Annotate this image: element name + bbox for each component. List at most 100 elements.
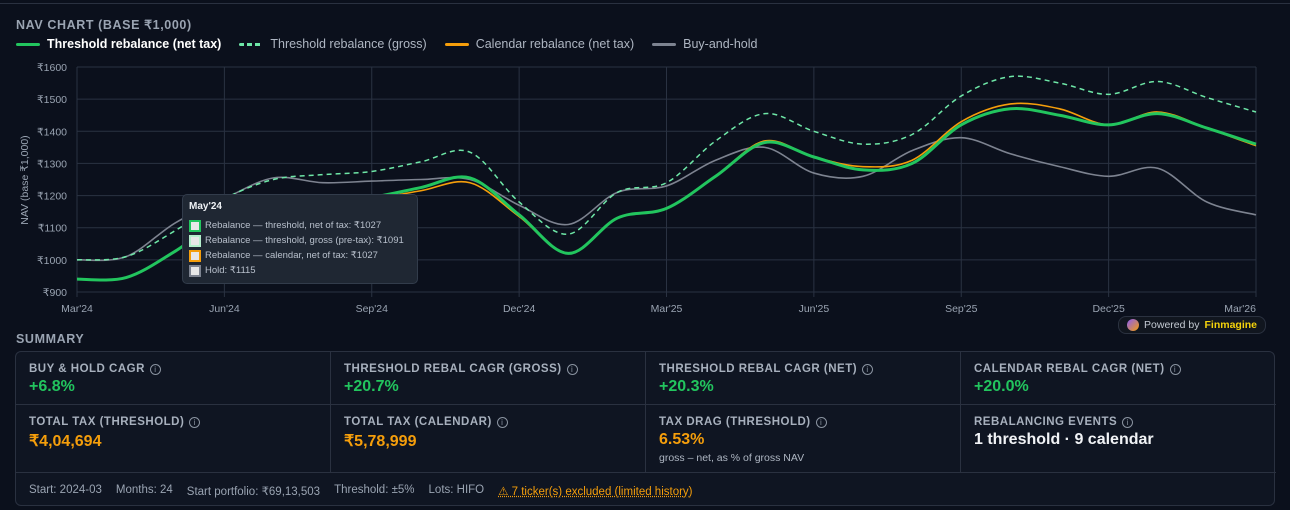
legend-threshold-gross[interactable]: Threshold rebalance (gross) — [239, 37, 427, 51]
stat-total-tax-threshold: TOTAL TAX (THRESHOLD) i ₹4,04,694 — [16, 405, 331, 473]
excluded-tickers-link[interactable]: ⚠ 7 ticker(s) excluded (limited history) — [498, 486, 693, 498]
tooltip-row: Rebalance — threshold, net of tax: ₹1027 — [189, 218, 411, 233]
stat-label: TAX DRAG (THRESHOLD) i — [659, 416, 947, 428]
stat-value: +20.3% — [659, 378, 714, 395]
legend-calendar-net[interactable]: Calendar rebalance (net tax) — [444, 37, 635, 51]
stat-value: +6.8% — [29, 378, 75, 395]
series-threshold-gross-line — [76, 75, 1257, 261]
stat-label-text: TOTAL TAX (THRESHOLD) — [29, 416, 185, 428]
legend-swatch — [444, 42, 469, 46]
x-tick-label: Mar'24 — [61, 303, 93, 315]
stat-label-text: THRESHOLD REBAL CAGR (GROSS) — [344, 363, 562, 375]
info-icon[interactable]: i — [189, 416, 201, 428]
x-tick-label: Sep'25 — [945, 303, 978, 315]
threshold: Threshold: ±5% — [334, 484, 415, 496]
swatch-icon — [189, 234, 201, 247]
stat-value: 6.53% — [659, 431, 705, 448]
finmagine-logo-icon — [1127, 319, 1140, 331]
stat-label: CALENDAR REBAL CAGR (NET) i — [974, 363, 1263, 375]
legend-label: Threshold rebalance (net tax) — [47, 37, 222, 51]
legend-swatch — [16, 42, 40, 46]
stat-tax-drag-threshold: TAX DRAG (THRESHOLD) i 6.53% gross – net, a… — [646, 405, 961, 473]
y-tick-label: ₹1200 — [37, 191, 67, 203]
stat-calendar-net-cagr: CALENDAR REBAL CAGR (NET) i +20.0% — [961, 352, 1276, 405]
stat-value: ₹4,04,694 — [29, 433, 102, 450]
stat-label: TOTAL TAX (THRESHOLD) i — [29, 416, 317, 428]
legend-swatch — [652, 42, 677, 46]
tooltip-title: May'24 — [189, 201, 222, 212]
y-tick-label: ₹1000 — [37, 255, 67, 267]
stat-rebalancing-events: REBALANCING EVENTS i 1 threshold · 9 calen… — [961, 405, 1276, 473]
x-tick-label: Mar'25 — [651, 303, 683, 315]
stat-value: +20.7% — [344, 378, 399, 395]
info-icon[interactable]: i — [566, 363, 578, 375]
y-axis-label: NAV (base ₹1,000) — [19, 135, 31, 224]
stat-subtext: gross – net, as % of gross NAV — [659, 452, 805, 464]
x-tick-label: Dec'24 — [503, 303, 536, 315]
powered-text: Powered by — [1144, 319, 1200, 331]
swatch-icon — [189, 249, 201, 262]
stat-threshold-gross-cagr: THRESHOLD REBAL CAGR (GROSS) i +20.7% — [331, 352, 646, 405]
info-icon[interactable]: i — [1122, 416, 1134, 428]
stat-value: ₹5,78,999 — [344, 433, 417, 450]
info-icon[interactable]: i — [815, 416, 827, 428]
legend-label: Threshold rebalance (gross) — [270, 37, 427, 51]
y-tick-label: ₹1300 — [37, 158, 67, 170]
stat-threshold-net-cagr: THRESHOLD REBAL CAGR (NET) i +20.3% — [646, 352, 961, 405]
tooltip-row: Rebalance — threshold, gross (pre-tax): … — [189, 233, 411, 248]
stat-label-text: TOTAL TAX (CALENDAR) — [344, 416, 492, 428]
x-tick-label: Sep'24 — [356, 303, 389, 315]
x-tick-label: Jun'25 — [799, 303, 830, 315]
legend-label: Buy-and-hold — [683, 37, 758, 51]
x-tick-label: Dec'25 — [1092, 303, 1125, 315]
stat-label: BUY & HOLD CAGR i — [29, 363, 317, 375]
stat-label-text: TAX DRAG (THRESHOLD) — [659, 416, 811, 428]
y-tick-label: ₹1100 — [38, 223, 67, 235]
tooltip-text: Rebalance — threshold, net of tax: ₹1027 — [205, 220, 382, 231]
info-icon[interactable]: i — [862, 363, 874, 375]
chart-tooltip: May'24 Rebalance — threshold, net of tax… — [182, 194, 418, 284]
start-portfolio: Start portfolio: ₹69,13,503 — [186, 486, 321, 498]
chart-section-title: NAV CHART (BASE ₹1,000) — [16, 18, 192, 32]
summary-footer: Start: 2024-03 Months: 24 Start portfoli… — [29, 484, 693, 498]
summary-title: SUMMARY — [16, 332, 85, 346]
y-tick-label: ₹1600 — [37, 62, 67, 74]
info-icon[interactable]: i — [1169, 363, 1181, 375]
months: Months: 24 — [115, 484, 173, 496]
swatch-icon — [189, 264, 201, 277]
legend-threshold-net[interactable]: Threshold rebalance (net tax) — [16, 37, 221, 51]
x-tick-label: Mar'26 — [1224, 303, 1256, 315]
stat-value: 1 threshold · 9 calendar — [974, 431, 1154, 448]
y-tick-label: ₹1400 — [37, 126, 67, 138]
stat-label: THRESHOLD REBAL CAGR (GROSS) i — [344, 363, 632, 375]
stat-total-tax-calendar: TOTAL TAX (CALENDAR) i ₹5,78,999 — [331, 405, 646, 473]
swatch-icon — [189, 219, 201, 232]
info-icon[interactable]: i — [496, 416, 508, 428]
tooltip-row: Rebalance — calendar, net of tax: ₹1027 — [189, 248, 411, 263]
stat-value: +20.0% — [974, 378, 1029, 395]
stat-label: REBALANCING EVENTS i — [974, 416, 1263, 428]
legend-hold[interactable]: Buy-and-hold — [652, 37, 757, 51]
powered-by-badge[interactable]: Powered by Finmagine — [1118, 316, 1266, 334]
stat-label: TOTAL TAX (CALENDAR) i — [344, 416, 632, 428]
tooltip-text: Rebalance — calendar, net of tax: ₹1027 — [205, 250, 378, 261]
nav-chart: ₹900 ₹1000 ₹1100 ₹1200 ₹1300 ₹1400 ₹1500 ₹1600 M… — [19, 62, 1257, 315]
stat-label-text: REBALANCING EVENTS — [974, 416, 1118, 428]
lots: Lots: HIFO — [428, 484, 485, 496]
tooltip-row: Hold: ₹1115 — [189, 263, 411, 278]
series-hold-line — [76, 136, 1257, 262]
y-tick-label: ₹900 — [43, 287, 67, 299]
tooltip-text: Rebalance — threshold, gross (pre-tax): … — [205, 235, 404, 246]
y-tick-label: ₹1500 — [37, 94, 67, 106]
info-icon[interactable]: i — [149, 363, 161, 375]
stat-label-text: THRESHOLD REBAL CAGR (NET) — [659, 363, 858, 375]
brand-name: Finmagine — [1204, 319, 1257, 331]
stat-label-text: BUY & HOLD CAGR — [29, 363, 145, 375]
stat-label-text: CALENDAR REBAL CAGR (NET) — [974, 363, 1165, 375]
top-divider — [0, 3, 1290, 4]
summary-card: BUY & HOLD CAGR i +6.8% THRESHOLD REBAL CAG… — [15, 351, 1276, 506]
chart-legend: Threshold rebalance (net tax) Threshold … — [16, 37, 757, 51]
legend-label: Calendar rebalance (net tax) — [475, 37, 635, 51]
tooltip-text: Hold: ₹1115 — [205, 265, 256, 276]
stat-label: THRESHOLD REBAL CAGR (NET) i — [659, 363, 947, 375]
